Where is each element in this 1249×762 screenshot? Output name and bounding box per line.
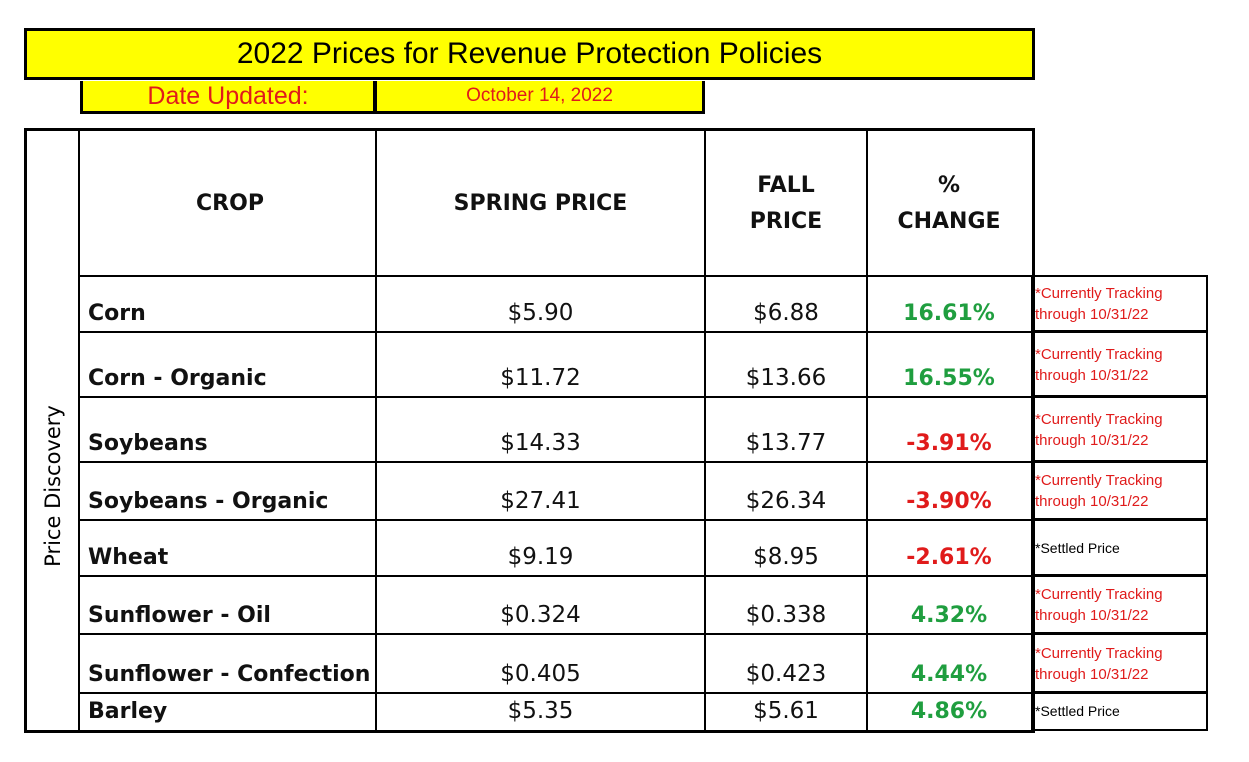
tracking-note: *Currently Tracking through 10/31/22 — [1031, 463, 1208, 519]
note-line: through 10/31/22 — [1035, 665, 1149, 683]
percent-change: -3.91% — [906, 431, 992, 456]
percent-change: -2.61% — [906, 545, 992, 570]
date-updated-label: Date Updated: — [80, 81, 376, 114]
crop-name: Wheat — [88, 545, 169, 570]
percent-change: -3.90% — [906, 489, 992, 514]
date-updated-value: October 14, 2022 — [374, 81, 705, 114]
row-divider — [80, 331, 1031, 333]
price-table-frame — [24, 128, 1035, 733]
note-line: *Currently Tracking — [1035, 586, 1163, 603]
side-label-price-discovery: Price Discovery — [27, 131, 80, 730]
spring-price: $27.41 — [500, 488, 581, 514]
fall-price: $0.423 — [745, 661, 827, 687]
percent-change: 4.44% — [910, 662, 988, 687]
spring-price: $9.19 — [507, 544, 574, 570]
column-divider — [375, 131, 377, 730]
fall-price: $0.338 — [745, 602, 827, 628]
spring-price: $14.33 — [500, 430, 581, 456]
note-line: *Currently Tracking — [1035, 345, 1163, 363]
column-divider — [704, 131, 706, 730]
percent-change: 4.32% — [910, 603, 988, 628]
header-crop: CROP — [196, 190, 264, 216]
note-line: *Currently Tracking — [1035, 285, 1163, 302]
header-spring-price: SPRING PRICE — [453, 190, 628, 216]
column-divider — [866, 131, 868, 732]
tracking-note: *Currently Tracking through 10/31/22 — [1031, 277, 1208, 331]
spring-price: $11.72 — [500, 365, 581, 391]
percent-change: 16.55% — [903, 366, 995, 391]
note-line: *Currently Tracking — [1035, 472, 1163, 489]
header-pct-line2: CHANGE — [897, 208, 1001, 234]
note-line: through 10/31/22 — [1035, 366, 1149, 384]
header-pct-line1: % — [937, 172, 961, 198]
header-fall-price: FALL PRICE — [705, 131, 867, 276]
crop-name: Soybeans - Organic — [88, 489, 329, 514]
fall-price: $13.66 — [745, 365, 827, 391]
side-label-text: Price Discovery — [40, 404, 65, 567]
spring-price: $5.90 — [507, 300, 574, 326]
crop-name: Barley — [88, 699, 168, 724]
fall-price: $6.88 — [753, 300, 819, 326]
tracking-note: *Currently Tracking through 10/31/22 — [1031, 577, 1208, 633]
fall-price: $8.95 — [753, 544, 819, 570]
row-divider — [80, 692, 1031, 694]
note-line: through 10/31/22 — [1035, 493, 1149, 510]
fall-price: $26.34 — [745, 488, 827, 514]
spring-price: $0.405 — [500, 661, 581, 687]
tracking-note: *Settled Price — [1031, 521, 1208, 575]
header-pct-change: % CHANGE — [867, 131, 1031, 276]
note-line: through 10/31/22 — [1035, 607, 1149, 624]
tracking-note: *Settled Price — [1031, 694, 1208, 729]
note-line: *Currently Tracking — [1035, 644, 1163, 662]
crop-name: Soybeans — [88, 431, 208, 456]
spring-price: $5.35 — [507, 698, 574, 724]
percent-change: 4.86% — [910, 699, 988, 724]
note-line: through 10/31/22 — [1035, 431, 1149, 449]
fall-price: $13.77 — [745, 430, 827, 456]
row-divider — [80, 575, 1031, 577]
crop-name: Sunflower - Oil — [88, 603, 271, 628]
tracking-note: *Currently Tracking through 10/31/22 — [1031, 398, 1208, 461]
note-line: *Settled Price — [1035, 539, 1120, 556]
fall-price: $5.61 — [753, 698, 819, 724]
percent-change: 16.61% — [903, 301, 995, 326]
crop-name: Sunflower - Confection — [88, 662, 371, 687]
note-line: *Settled Price — [1035, 703, 1120, 719]
tracking-note: *Currently Tracking through 10/31/22 — [1031, 635, 1208, 692]
row-divider — [80, 633, 1031, 635]
page-title: 2022 Prices for Revenue Protection Polic… — [24, 28, 1035, 80]
tracking-note: *Currently Tracking through 10/31/22 — [1031, 333, 1208, 396]
spring-price: $0.324 — [500, 602, 581, 628]
note-line: through 10/31/22 — [1035, 306, 1149, 323]
note-box — [1031, 692, 1208, 731]
row-divider — [80, 396, 1031, 398]
row-divider — [80, 461, 1031, 463]
note-line: *Currently Tracking — [1035, 410, 1163, 428]
row-divider — [80, 275, 1031, 277]
header-fall-line2: PRICE — [749, 208, 823, 234]
row-divider — [80, 519, 1031, 521]
crop-name: Corn - Organic — [88, 366, 267, 391]
header-fall-line1: FALL — [757, 172, 815, 198]
crop-name: Corn — [88, 301, 146, 326]
